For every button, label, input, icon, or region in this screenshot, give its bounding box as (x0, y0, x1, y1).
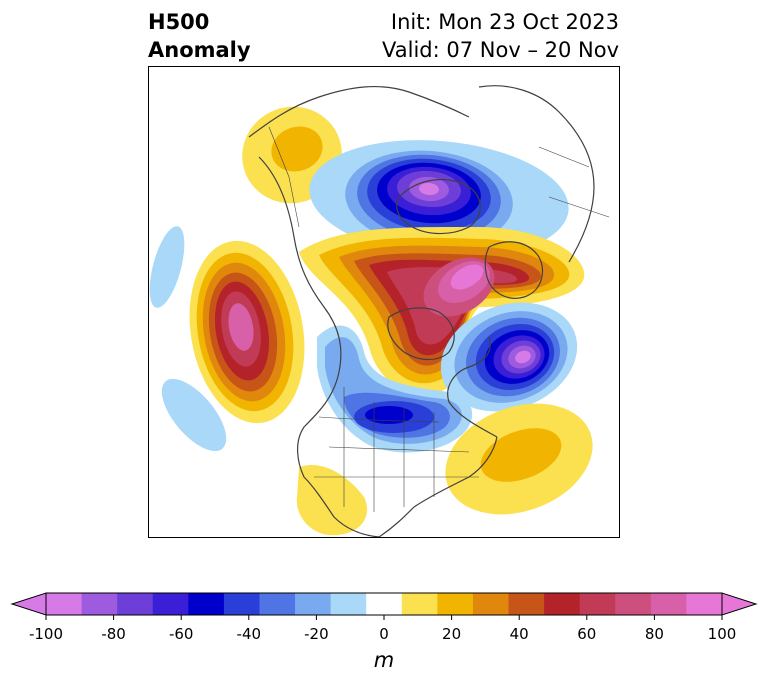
anomaly-negative-central-us (317, 325, 473, 453)
colorbar-segment (615, 593, 652, 615)
colorbar-tick-label: 100 (707, 625, 737, 643)
anomaly-negative-sw-pacific (161, 378, 227, 452)
anomaly-negative-west-pacific (149, 226, 185, 308)
colorbar-extend-max (721, 592, 758, 616)
colorbar-segment (544, 593, 581, 615)
colorbar-segment (81, 593, 118, 615)
colorbar-tick-label: -80 (101, 625, 126, 643)
colorbar-tick-label: 40 (509, 625, 529, 643)
colorbar-extend-min (10, 592, 47, 616)
political-borders (268, 126, 610, 512)
colorbar-bar (10, 592, 758, 620)
colorbar-segment (330, 593, 367, 615)
anomaly-map (149, 67, 619, 537)
colorbar-tick-label: 20 (442, 625, 462, 643)
colorbar-segment (686, 593, 723, 615)
title-variable: H500 (148, 10, 210, 34)
valid-range: Valid: 07 Nov – 20 Nov (382, 38, 619, 62)
colorbar-segment (366, 593, 403, 615)
colorbar-segment (508, 593, 545, 615)
anomaly-positive-pacific (189, 240, 305, 424)
title-block-right: Init: Mon 23 Oct 2023 Valid: 07 Nov – 20… (382, 8, 619, 64)
anomaly-positive-greenland (299, 226, 585, 395)
anomaly-positive-mexico (296, 465, 368, 536)
colorbar-segment (437, 593, 474, 615)
colorbar-tick-label: -40 (236, 625, 262, 643)
colorbar-tick-label: -20 (304, 625, 329, 643)
colorbar-unit-label: m (373, 648, 395, 672)
map-panel (148, 66, 620, 538)
title-field: Anomaly (148, 38, 251, 62)
colorbar-segment (46, 593, 83, 615)
colorbar-segment (401, 593, 438, 615)
init-date: Init: Mon 23 Oct 2023 (390, 10, 619, 34)
colorbar-tick-label: -100 (28, 625, 64, 643)
colorbar-tick-label: 0 (379, 625, 389, 643)
colorbar-tick-label: 60 (577, 625, 597, 643)
colorbar-segment (223, 593, 260, 615)
colorbar-segment (295, 593, 332, 615)
colorbar-segment (650, 593, 687, 615)
anomaly-positive-atlantic (445, 403, 593, 515)
colorbar-segment (472, 593, 510, 615)
colorbar-tick-label: -60 (168, 625, 194, 643)
title-block-left: H500 Anomaly (148, 8, 251, 64)
coastlines (248, 85, 595, 537)
colorbar-segment (259, 593, 296, 615)
anomaly-negative-atlantic (440, 302, 578, 412)
colorbar-segment (188, 593, 225, 615)
colorbar-tick-label: 80 (644, 625, 664, 643)
colorbar-segment (117, 593, 154, 615)
colorbar: -100 -80 -60 -40 -20 0 20 40 60 80 100 m (0, 580, 768, 680)
colorbar-segment (579, 593, 616, 615)
colorbar-segment (152, 593, 189, 615)
